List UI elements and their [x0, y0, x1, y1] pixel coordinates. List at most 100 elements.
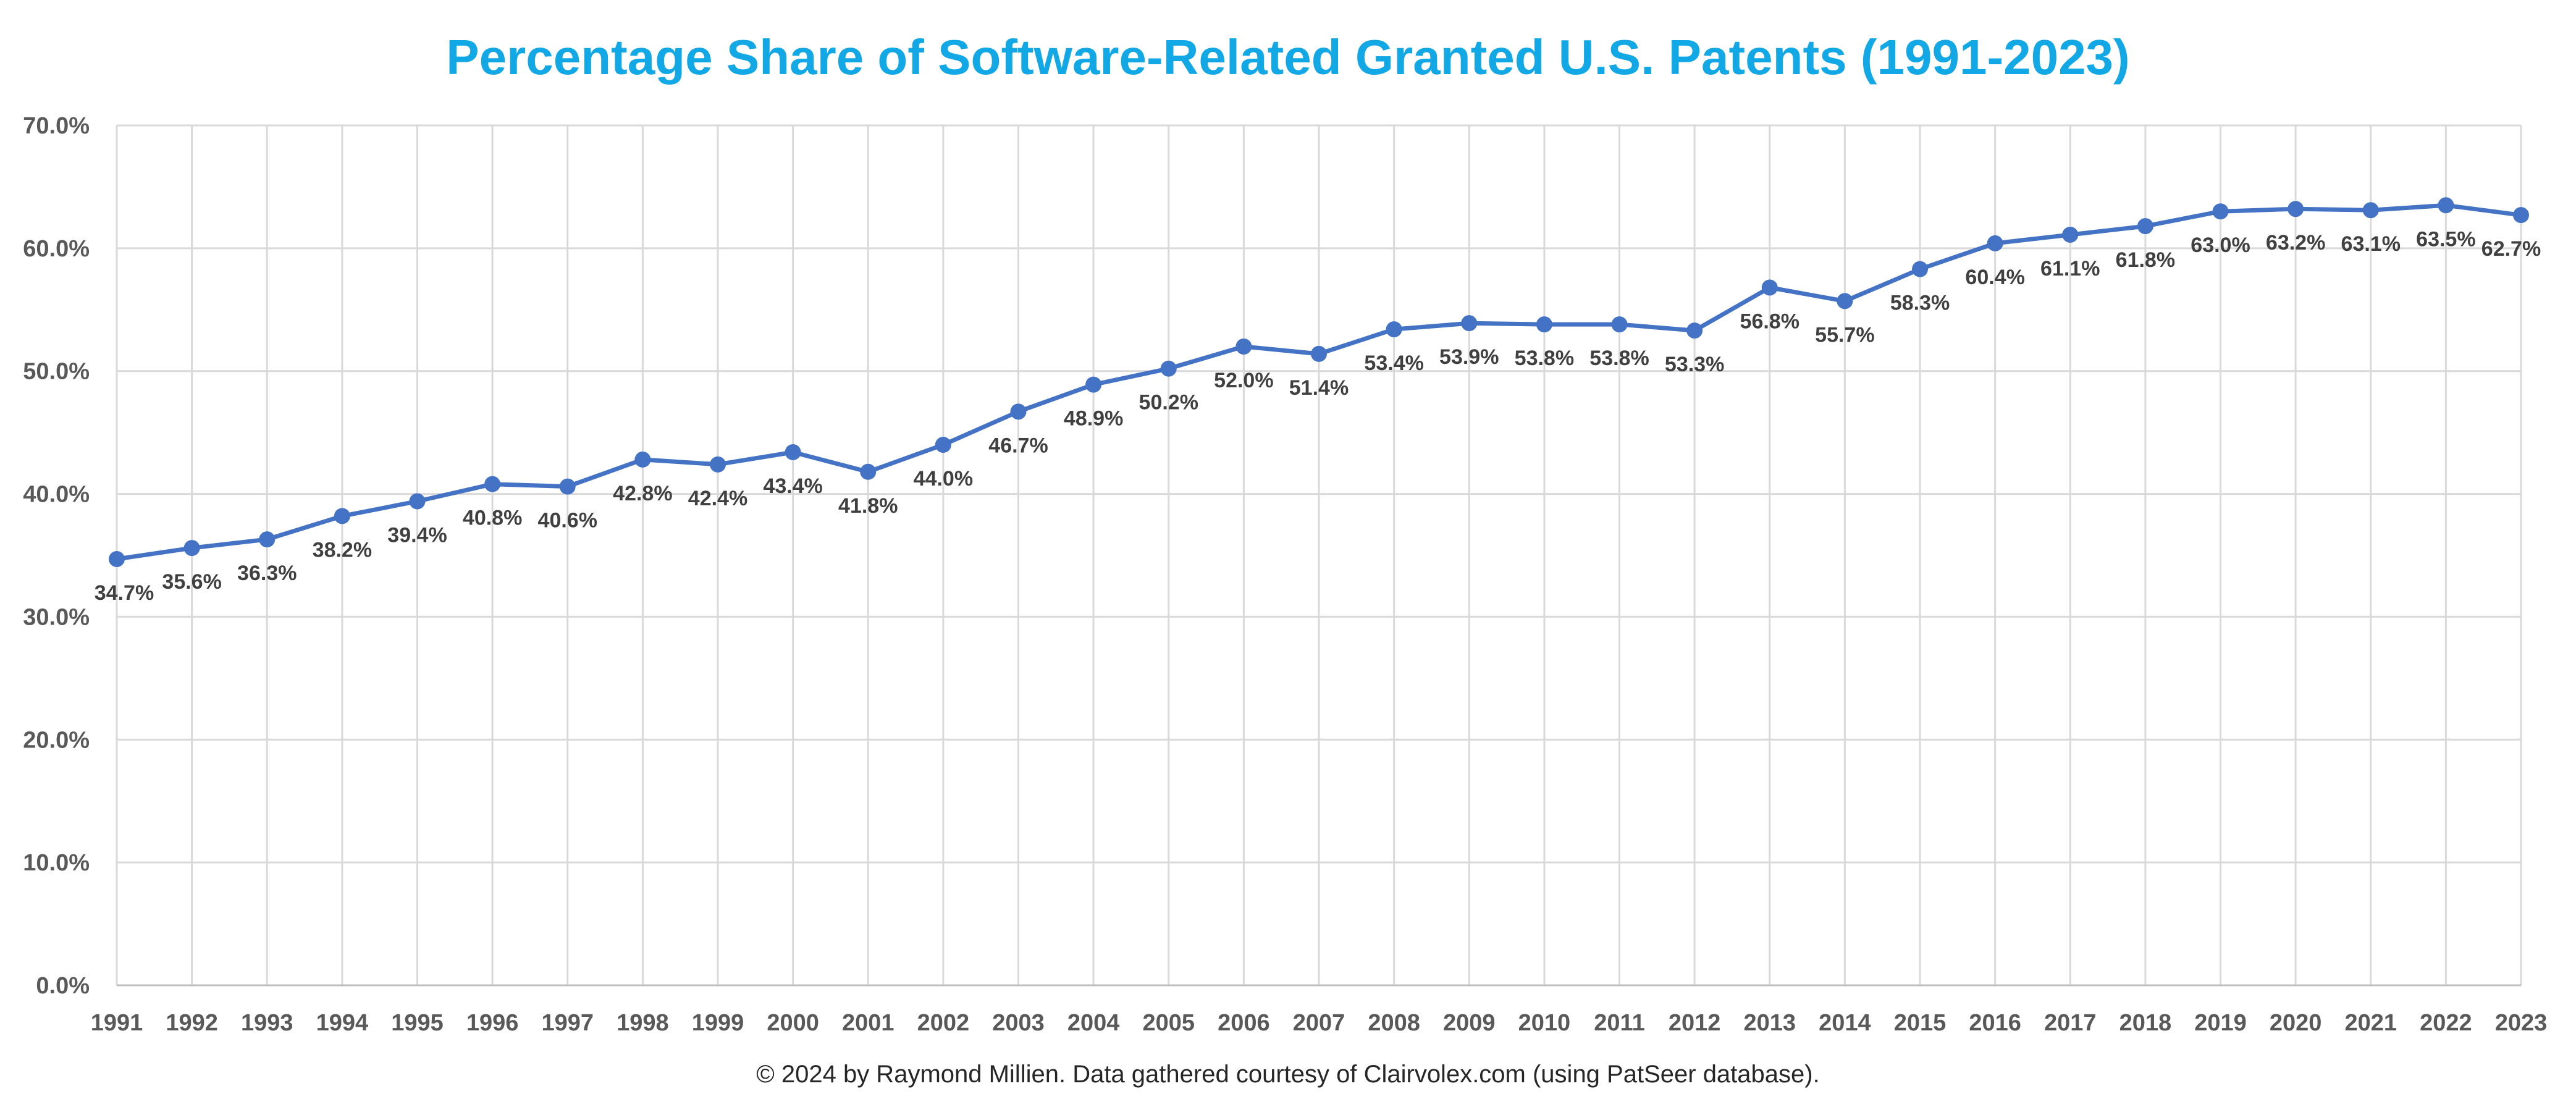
data-point: [1987, 235, 2003, 251]
data-point: [1761, 279, 1778, 296]
data-label: 34.7%: [95, 581, 154, 605]
x-tick-label: 1993: [241, 1010, 293, 1036]
x-tick-label: 2006: [1218, 1010, 1270, 1036]
data-labels: 34.7% 35.6% 36.3% 38.2% 39.4% 40.8% 40.6% 42.8%…: [95, 227, 2541, 605]
data-label: 52.0%: [1214, 369, 1273, 392]
data-point: [2212, 203, 2229, 220]
data-point: [2288, 201, 2304, 217]
data-point: [1386, 321, 1402, 338]
data-label: 43.4%: [763, 474, 822, 498]
data-point: [2513, 207, 2529, 224]
data-label: 48.9%: [1064, 407, 1123, 431]
data-label: 46.7%: [988, 434, 1048, 457]
data-label: 53.9%: [1439, 345, 1499, 369]
x-tick-label: 1996: [466, 1010, 519, 1036]
data-point: [710, 456, 726, 473]
data-point: [2438, 197, 2454, 214]
data-point: [1461, 315, 1478, 332]
data-label: 63.5%: [2416, 227, 2475, 251]
data-point: [1010, 403, 1027, 420]
data-point: [1837, 293, 1853, 309]
x-tick-label: 2003: [992, 1010, 1045, 1036]
data-label: 40.6%: [538, 509, 597, 532]
data-point: [935, 437, 951, 453]
data-point: [1536, 316, 1552, 333]
data-label: 51.4%: [1289, 376, 1349, 400]
data-label: 53.8%: [1589, 347, 1649, 370]
data-label: 55.7%: [1815, 323, 1874, 347]
x-tick-label: 2021: [2344, 1010, 2397, 1036]
x-tick-label: 2010: [1518, 1010, 1571, 1036]
data-label: 44.0%: [914, 467, 973, 490]
x-tick-label: 2017: [2044, 1010, 2097, 1036]
chart-footer: © 2024 by Raymond Millien. Data gathered…: [756, 1061, 1819, 1088]
x-tick-label: 1998: [617, 1010, 669, 1036]
y-axis-tick-labels: 0.0% 10.0% 20.0% 30.0% 40.0% 50.0% 60.0% 70.0%: [23, 113, 90, 999]
data-label: 58.3%: [1890, 292, 1950, 315]
x-tick-label: 1995: [391, 1010, 444, 1036]
x-tick-label: 2002: [917, 1010, 970, 1036]
data-label: 53.3%: [1665, 353, 1724, 376]
data-label: 63.2%: [2266, 231, 2325, 255]
y-tick-label: 50.0%: [23, 359, 90, 385]
x-tick-label: 2008: [1368, 1010, 1420, 1036]
data-point: [1235, 338, 1252, 355]
x-tick-label: 2004: [1067, 1010, 1120, 1036]
data-point: [860, 463, 877, 480]
data-label: 63.0%: [2191, 234, 2250, 257]
data-point: [1912, 261, 1928, 277]
y-tick-label: 70.0%: [23, 113, 90, 139]
data-points: [109, 197, 2529, 567]
data-point: [559, 478, 576, 495]
data-point: [484, 476, 501, 492]
x-tick-label: 2016: [1969, 1010, 2021, 1036]
data-point: [109, 550, 125, 567]
x-tick-label: 2011: [1594, 1010, 1644, 1036]
x-tick-label: 2014: [1819, 1010, 1871, 1036]
x-tick-label: 2005: [1142, 1010, 1195, 1036]
data-point: [334, 508, 350, 524]
x-tick-label: 2018: [2119, 1010, 2172, 1036]
y-tick-label: 60.0%: [23, 236, 90, 262]
x-tick-label: 2000: [767, 1010, 819, 1036]
data-label: 61.1%: [2040, 257, 2100, 280]
x-tick-label: 2007: [1293, 1010, 1345, 1036]
x-tick-label: 1992: [166, 1010, 218, 1036]
x-tick-label: 2013: [1743, 1010, 1796, 1036]
x-tick-label: 2012: [1669, 1010, 1721, 1036]
data-label: 40.8%: [463, 507, 522, 530]
x-tick-label: 2009: [1443, 1010, 1496, 1036]
x-tick-label: 2022: [2420, 1010, 2472, 1036]
data-point: [634, 451, 651, 468]
data-label: 53.8%: [1515, 347, 1574, 370]
y-tick-label: 10.0%: [23, 850, 90, 876]
data-point: [2362, 202, 2379, 219]
data-label: 38.2%: [313, 538, 372, 562]
x-tick-label: 2019: [2194, 1010, 2247, 1036]
data-label: 42.4%: [688, 487, 747, 510]
data-label: 42.8%: [613, 482, 672, 505]
x-tick-label: 2020: [2270, 1010, 2322, 1036]
data-point: [1085, 376, 1102, 393]
chart-title: Percentage Share of Software-Related Gra…: [446, 30, 2129, 85]
x-tick-label: 1991: [91, 1010, 143, 1036]
data-label: 41.8%: [838, 494, 898, 518]
x-axis-tick-labels: 1991 1992 1993 1994 1995 1996 1997 1998 1999 2000…: [91, 1010, 2548, 1036]
data-point: [1686, 322, 1703, 339]
data-label: 62.7%: [2481, 237, 2541, 261]
x-tick-label: 2015: [1894, 1010, 1947, 1036]
y-tick-label: 20.0%: [23, 727, 90, 753]
data-point: [259, 531, 276, 548]
data-point: [785, 444, 801, 460]
data-label: 56.8%: [1740, 309, 1799, 333]
data-point: [409, 493, 426, 510]
gridlines: [116, 124, 2522, 987]
data-point: [1611, 316, 1628, 333]
x-tick-label: 2001: [842, 1010, 894, 1036]
data-label: 39.4%: [387, 524, 447, 547]
y-tick-label: 30.0%: [23, 604, 90, 630]
data-point: [1311, 345, 1327, 362]
y-tick-label: 40.0%: [23, 482, 90, 508]
data-label: 60.4%: [1965, 266, 2024, 289]
